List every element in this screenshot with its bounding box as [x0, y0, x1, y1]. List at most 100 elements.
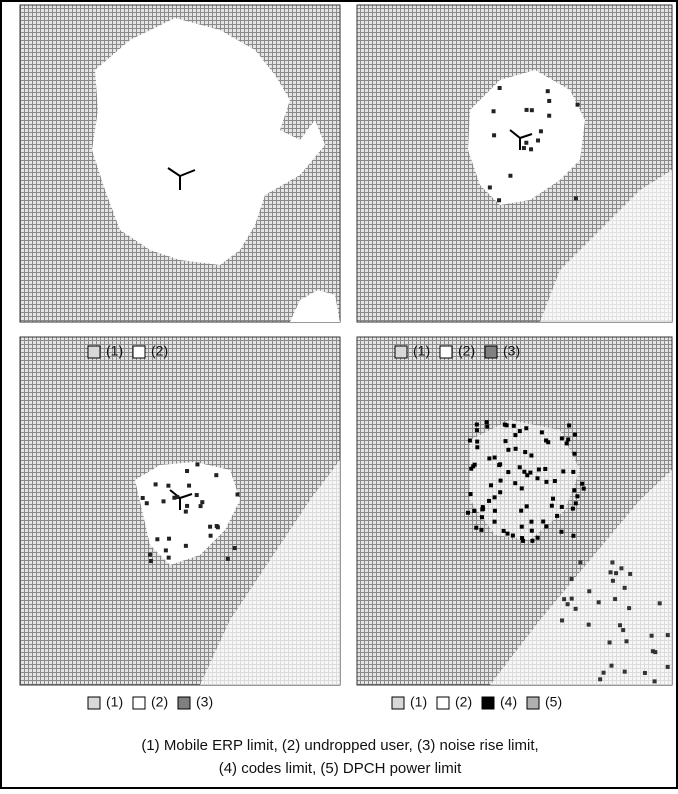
blocked-user [504, 439, 508, 443]
blocked-user [145, 501, 149, 505]
blocked-user [666, 633, 670, 637]
legend-swatch [485, 346, 497, 358]
blocked-user [492, 133, 496, 137]
legend-swatch [392, 697, 404, 709]
blocked-user [541, 520, 545, 524]
blocked-user [550, 504, 554, 508]
blocked-user [587, 623, 591, 627]
blocked-user [555, 514, 559, 518]
blocked-user [650, 634, 654, 638]
blocked-user [578, 560, 582, 564]
blocked-user [609, 664, 613, 668]
blocked-user [653, 679, 657, 683]
blocked-user [567, 423, 571, 427]
blocked-user [506, 470, 510, 474]
blocked-user [236, 492, 240, 496]
blocked-user [172, 496, 176, 500]
blocked-user [561, 469, 565, 473]
blocked-user [466, 511, 470, 515]
blocked-user [535, 476, 539, 480]
blocked-user [487, 499, 491, 503]
blocked-user [571, 534, 575, 538]
blocked-user [167, 556, 171, 560]
legend-label: (2) [151, 343, 168, 359]
blocked-user [621, 628, 625, 632]
blocked-user [537, 467, 541, 471]
blocked-user [200, 500, 204, 504]
blocked-user [511, 534, 515, 538]
blocked-user [575, 494, 579, 498]
legend-swatch [482, 697, 494, 709]
blocked-user [493, 495, 497, 499]
blocked-user [597, 600, 601, 604]
blocked-user [485, 424, 489, 428]
blocked-user [573, 433, 577, 437]
caption-line: (4) codes limit, (5) DPCH power limit [219, 760, 462, 777]
legend-label: (1) [106, 694, 123, 710]
blocked-user [185, 504, 189, 508]
blocked-user [560, 618, 564, 622]
blocked-user [525, 473, 529, 477]
blocked-user [498, 86, 502, 90]
blocked-user [518, 465, 522, 469]
blocked-user [576, 103, 580, 107]
blocked-user [195, 493, 199, 497]
legend-label: (1) [106, 343, 123, 359]
blocked-user [485, 420, 489, 424]
blocked-user [215, 524, 219, 528]
blocked-user [598, 677, 602, 681]
blocked-user [553, 479, 557, 483]
blocked-user [502, 529, 506, 533]
blocked-user [530, 108, 534, 112]
legend-swatch [527, 697, 539, 709]
legend-label: (4) [500, 694, 517, 710]
blocked-user [525, 504, 529, 508]
legend-label: (2) [455, 694, 472, 710]
blocked-user [560, 505, 564, 509]
blocked-user [566, 602, 570, 606]
blocked-user [499, 479, 503, 483]
blocked-user [512, 424, 516, 428]
legend-swatch [88, 697, 100, 709]
blocked-user [214, 473, 218, 477]
blocked-user [658, 601, 662, 605]
blocked-user [475, 440, 479, 444]
blocked-user [628, 572, 632, 576]
legend-swatch [440, 346, 452, 358]
blocked-user [493, 509, 497, 513]
blocked-user [540, 430, 544, 434]
blocked-user [498, 490, 502, 494]
legend-swatch [133, 697, 145, 709]
figure: (1)(2)(1)(2)(3)(1)(2)(3)(1)(2)(4)(5) (1)… [0, 0, 678, 789]
blocked-user [521, 539, 525, 543]
blocked-user [519, 509, 523, 513]
blocked-user [614, 571, 618, 575]
blocked-user [187, 484, 191, 488]
blocked-user [480, 515, 484, 519]
caption-line: (1) Mobile ERP limit, (2) undropped user… [141, 737, 538, 754]
blocked-user [164, 548, 168, 552]
blocked-user [522, 146, 526, 150]
blocked-user [199, 504, 203, 508]
blocked-user [570, 597, 574, 601]
blocked-user [472, 509, 476, 513]
blocked-user [565, 441, 569, 445]
blocked-user [468, 439, 472, 443]
blocked-user [613, 597, 617, 601]
blocked-user [608, 640, 612, 644]
blocked-user [167, 537, 171, 541]
blocked-user [529, 520, 533, 524]
blocked-user [523, 450, 527, 454]
blocked-user [562, 597, 566, 601]
blocked-user [611, 579, 615, 583]
blocked-user [618, 623, 622, 627]
blocked-user [149, 559, 153, 563]
blocked-user [530, 539, 534, 543]
blocked-user [497, 198, 501, 202]
blocked-user [522, 470, 526, 474]
blocked-user [546, 89, 550, 93]
blocked-user [154, 482, 158, 486]
blocked-user [623, 670, 627, 674]
blocked-user [518, 429, 522, 433]
blocked-user [560, 436, 564, 440]
